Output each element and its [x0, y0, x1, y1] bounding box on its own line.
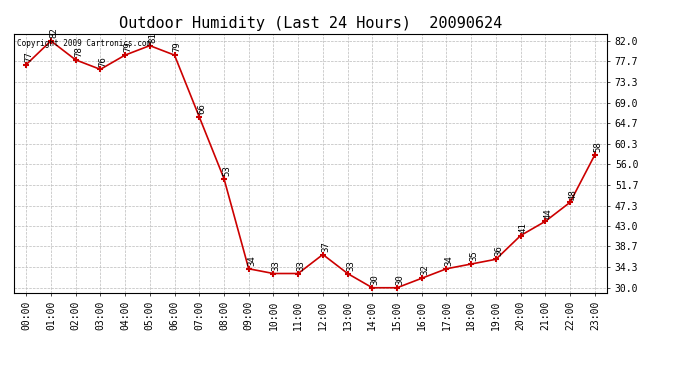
Text: 53: 53 — [222, 165, 231, 176]
Text: 32: 32 — [420, 265, 429, 276]
Text: 36: 36 — [494, 246, 503, 256]
Text: 30: 30 — [371, 274, 380, 285]
Text: 81: 81 — [148, 32, 157, 43]
Text: 82: 82 — [49, 27, 58, 38]
Text: 79: 79 — [124, 42, 132, 53]
Text: 35: 35 — [469, 251, 478, 261]
Text: 30: 30 — [395, 274, 404, 285]
Text: 44: 44 — [544, 208, 553, 219]
Text: 58: 58 — [593, 141, 602, 152]
Text: 78: 78 — [74, 46, 83, 57]
Text: Copyright 2009 Cartronics.com: Copyright 2009 Cartronics.com — [17, 39, 151, 48]
Text: 48: 48 — [569, 189, 578, 200]
Text: 41: 41 — [519, 222, 528, 233]
Text: 66: 66 — [197, 103, 206, 114]
Text: 77: 77 — [24, 51, 33, 62]
Text: 79: 79 — [172, 42, 181, 53]
Title: Outdoor Humidity (Last 24 Hours)  20090624: Outdoor Humidity (Last 24 Hours) 2009062… — [119, 16, 502, 31]
Text: 33: 33 — [297, 260, 306, 271]
Text: 76: 76 — [99, 56, 108, 67]
Text: 37: 37 — [321, 241, 330, 252]
Text: 34: 34 — [247, 255, 256, 266]
Text: 34: 34 — [445, 255, 454, 266]
Text: 33: 33 — [272, 260, 281, 271]
Text: 33: 33 — [346, 260, 355, 271]
